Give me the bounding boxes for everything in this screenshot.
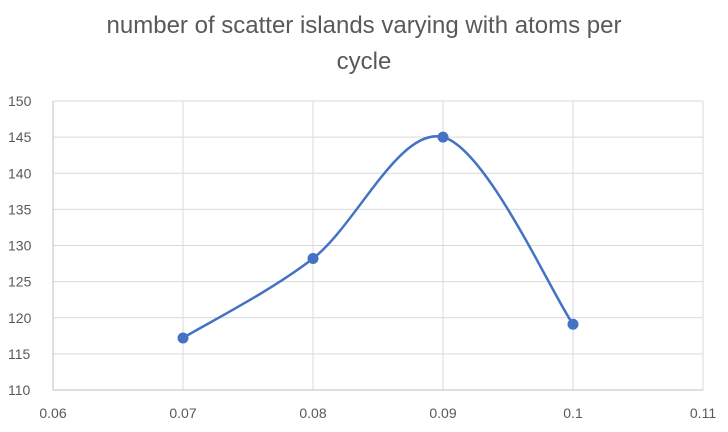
data-point xyxy=(177,332,189,344)
y-tick-label: 150 xyxy=(8,93,32,109)
data-point xyxy=(307,253,319,265)
y-tick-label: 125 xyxy=(8,274,32,290)
chart-title-line-2: cycle xyxy=(336,48,392,75)
series-line xyxy=(182,135,575,340)
y-tick-label: 115 xyxy=(8,346,31,362)
series-1 xyxy=(177,131,579,344)
axes xyxy=(52,101,703,391)
y-tick-label: 145 xyxy=(8,129,32,145)
data-point xyxy=(437,131,449,143)
x-tick-label: 0.07 xyxy=(169,405,196,421)
gridlines xyxy=(53,100,704,391)
x-tick-label: 0.11 xyxy=(690,405,716,421)
tick-labels: 110 115 120 125 130 135 140 145 150 0.06 0.07 0.08 0… xyxy=(8,93,716,421)
x-tick-label: 0.06 xyxy=(39,405,66,421)
data-point xyxy=(567,318,579,330)
y-tick-label: 140 xyxy=(8,165,32,181)
x-tick-label: 0.08 xyxy=(299,405,326,421)
x-tick-label: 0.09 xyxy=(429,405,456,421)
chart-title: number of scatter islands varying with a… xyxy=(0,8,728,80)
y-tick-label: 135 xyxy=(8,201,32,217)
y-tick-label: 110 xyxy=(8,382,31,398)
y-tick-label: 130 xyxy=(8,238,32,254)
y-tick-label: 120 xyxy=(8,310,32,326)
x-tick-label: 0.1 xyxy=(563,405,583,421)
chart-title-line-1: number of scatter islands varying with a… xyxy=(106,12,622,39)
